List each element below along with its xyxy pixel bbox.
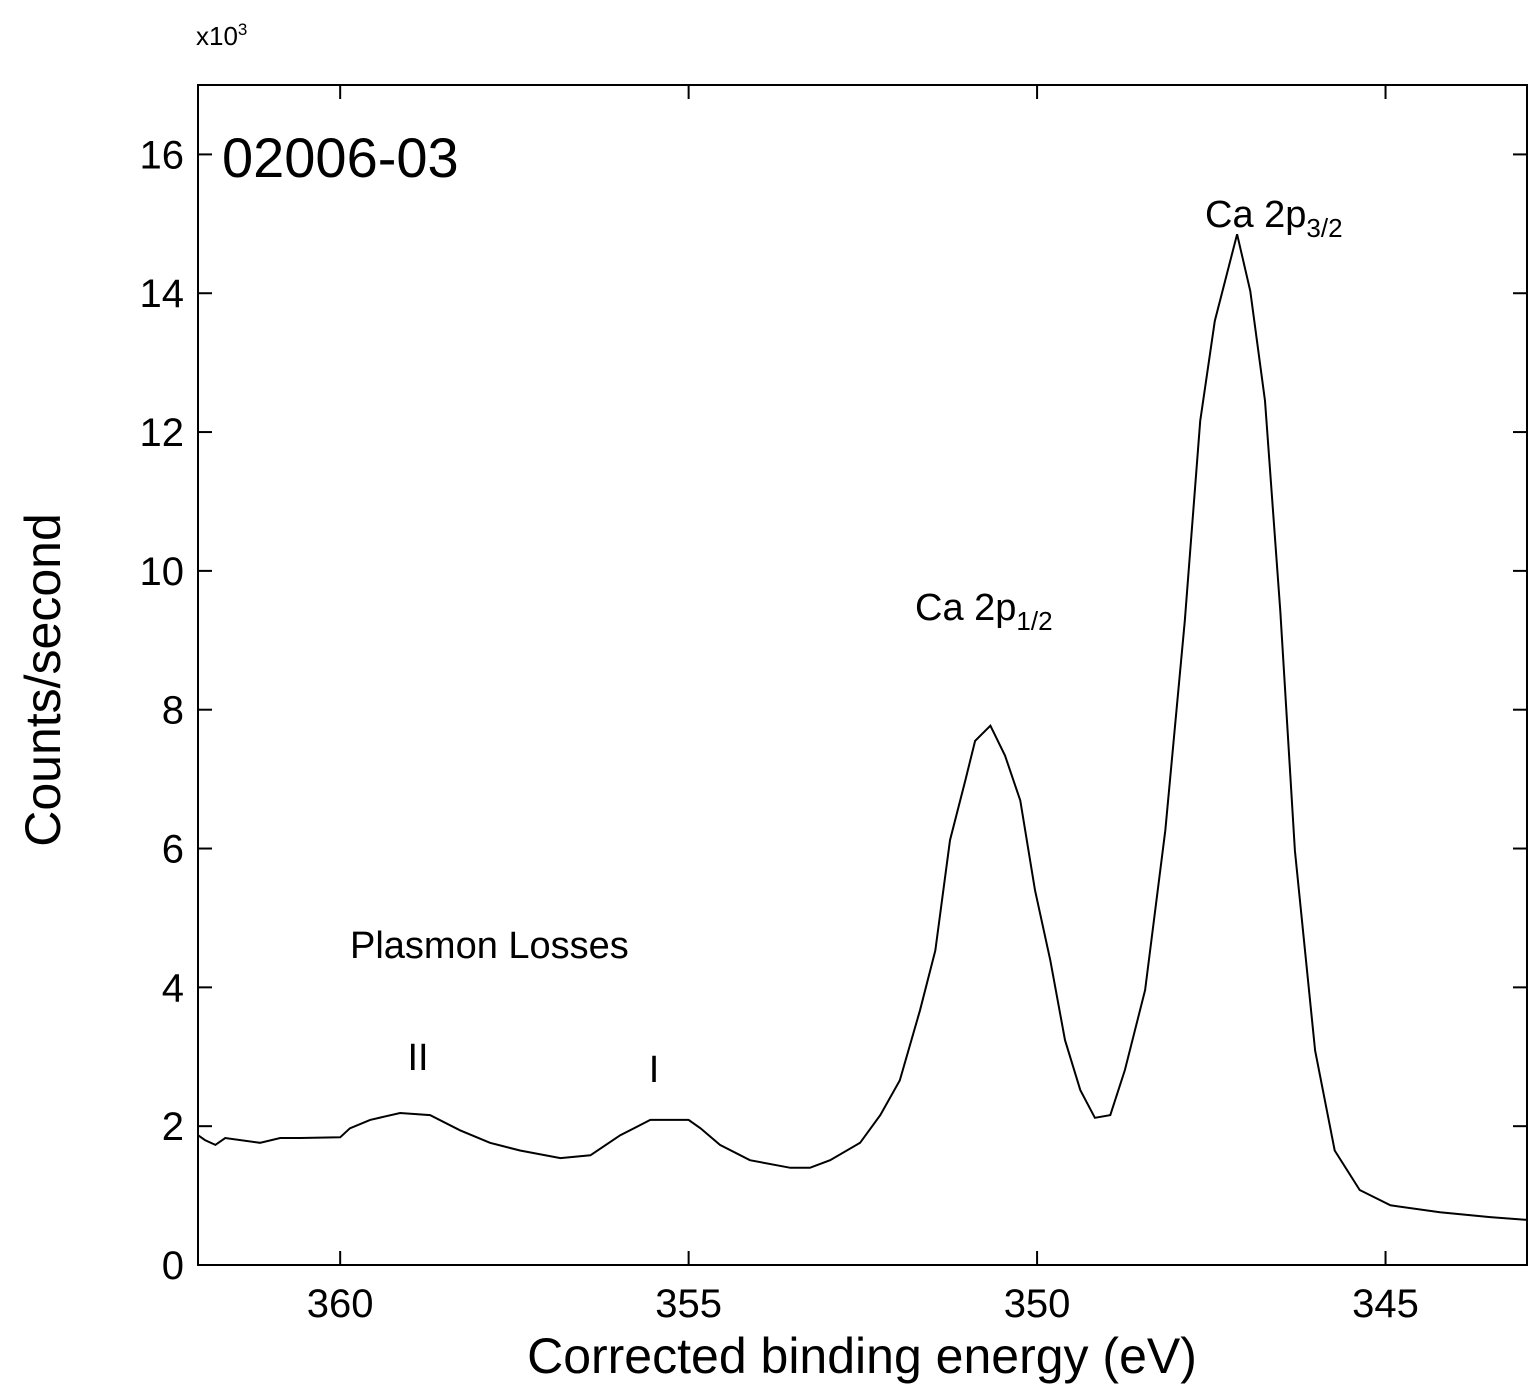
y-tick-label: 14 (140, 272, 185, 316)
plasmon-losses-label: Plasmon Losses (350, 925, 629, 967)
y-tick-label: 16 (140, 133, 185, 177)
plasmon-ii-label: II (407, 1037, 428, 1079)
ca-2p32-label: Ca 2p3/2 (1205, 194, 1343, 243)
sample-id-title: 02006-03 (222, 126, 459, 189)
x-tick-label: 350 (1004, 1282, 1071, 1326)
plasmon-i-label: I (649, 1049, 660, 1091)
y-tick-label: 0 (162, 1244, 184, 1288)
y-axis-label: Counts/second (15, 513, 71, 847)
x-axis-label: Corrected binding energy (eV) (527, 1328, 1197, 1384)
x-tick-label: 360 (307, 1282, 374, 1326)
x-tick-label: 355 (655, 1282, 722, 1326)
spectrum-line (197, 233, 1528, 1221)
y-multiplier: x103 (196, 20, 247, 51)
y-tick-label: 8 (162, 689, 184, 733)
ca-2p12-label: Ca 2p1/2 (915, 587, 1053, 636)
x-tick-label: 345 (1352, 1282, 1419, 1326)
y-tick-label: 2 (162, 1105, 184, 1149)
y-tick-label: 6 (162, 828, 184, 872)
y-tick-label: 12 (140, 411, 185, 455)
y-tick-label: 4 (162, 966, 184, 1010)
plot-frame (197, 84, 1528, 1266)
y-tick-label: 10 (140, 550, 185, 594)
